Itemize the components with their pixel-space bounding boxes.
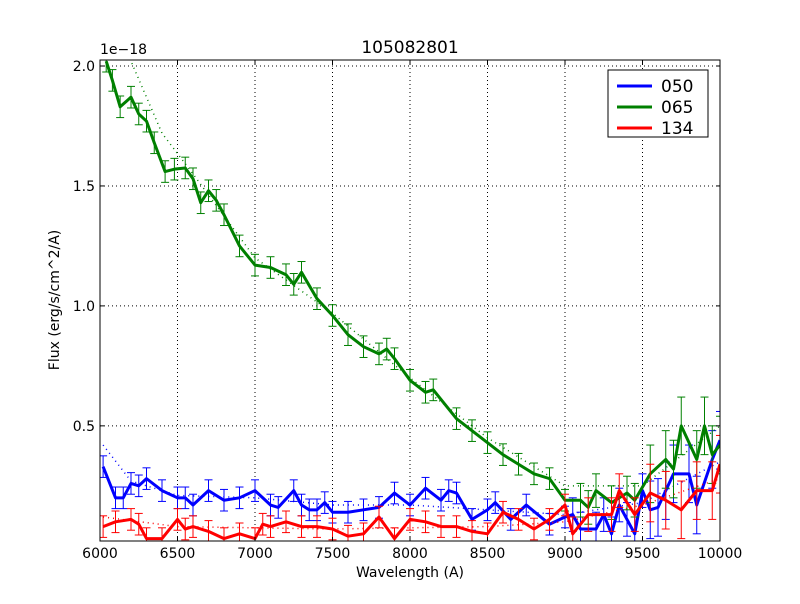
legend-label-050: 050 bbox=[661, 77, 693, 97]
x-tick-label: 7000 bbox=[237, 546, 273, 562]
series-line-065 bbox=[104, 60, 720, 509]
y-tick-label: 1.0 bbox=[73, 299, 95, 315]
model-line-065 bbox=[129, 60, 720, 487]
y-tick-label: 1.5 bbox=[73, 179, 95, 195]
x-tick-label: 7500 bbox=[315, 546, 351, 562]
x-tick-label: 9500 bbox=[625, 546, 661, 562]
series-line-050 bbox=[101, 439, 720, 536]
legend-box bbox=[607, 69, 709, 138]
series-line-134 bbox=[102, 463, 720, 541]
x-tick-label: 8000 bbox=[392, 546, 428, 562]
x-tick-label: 8500 bbox=[470, 546, 506, 562]
x-tick-label: 9000 bbox=[547, 546, 583, 562]
series-065 bbox=[102, 60, 720, 525]
legend-label-134: 134 bbox=[661, 119, 693, 139]
plot-area bbox=[100, 60, 720, 541]
x-tick-label: 10000 bbox=[698, 546, 743, 562]
chart-title: 105082801 bbox=[361, 38, 458, 58]
legend-label-065: 065 bbox=[661, 98, 693, 118]
ticks: 6000 6500 7000 7500 8000 8500 9000 9500 10000 0.5… bbox=[73, 59, 743, 562]
x-tick-label: 6500 bbox=[160, 546, 196, 562]
offset-text: 1e−18 bbox=[100, 42, 147, 58]
y-tick-label: 2.0 bbox=[73, 59, 95, 75]
grid bbox=[100, 60, 720, 541]
y-axis-label: Flux (erg/s/cm^2/A) bbox=[47, 230, 63, 370]
x-axis-label: Wavelength (A) bbox=[356, 565, 464, 581]
y-tick-label: 0.5 bbox=[73, 419, 95, 435]
x-tick-label: 6000 bbox=[82, 546, 118, 562]
series-134 bbox=[100, 434, 720, 541]
